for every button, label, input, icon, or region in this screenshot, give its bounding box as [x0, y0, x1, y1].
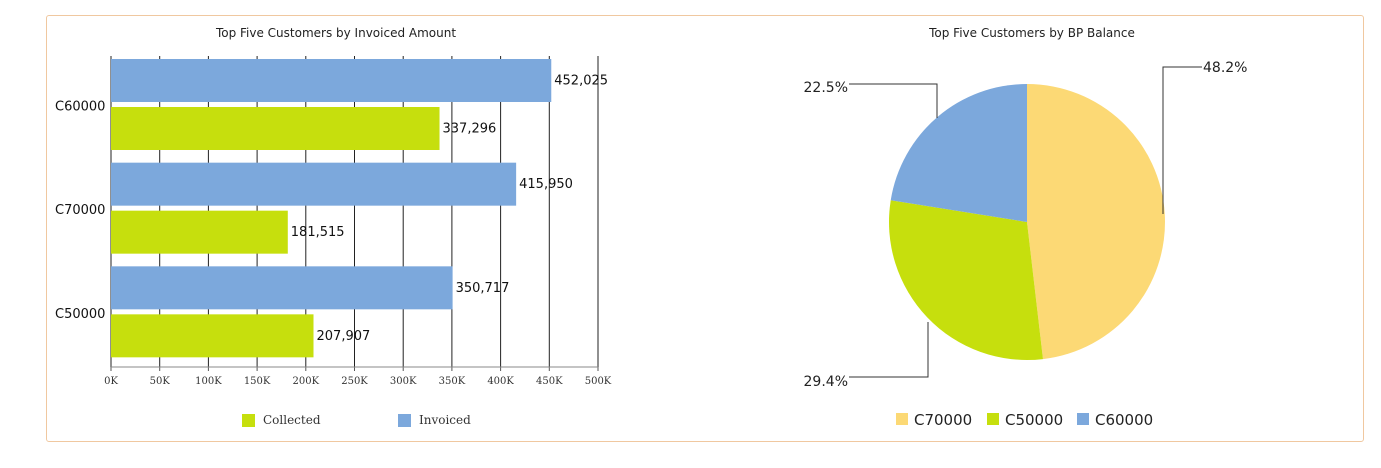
bar-x-tick-label: 250K	[341, 376, 368, 387]
pie-percent-label: 29.4%	[804, 374, 848, 390]
bar-data-label: 337,296	[443, 122, 497, 137]
pie-percent-label: 48.2%	[1203, 60, 1247, 76]
pie-legend-label: C70000	[914, 411, 972, 429]
pie-legend-swatch	[1077, 413, 1089, 425]
pie-legend-swatch	[987, 413, 999, 425]
bar-x-tick-label: 450K	[536, 376, 563, 387]
bar-invoiced-c70000	[111, 162, 517, 206]
bar-collected-c60000	[111, 107, 440, 150]
pie-legend-swatch	[896, 413, 908, 425]
bar-category-label: C70000	[55, 203, 105, 218]
pie-slice-c50000	[889, 200, 1043, 361]
pie-legend-label: C60000	[1095, 411, 1153, 429]
bar-data-label: 207,907	[317, 329, 371, 344]
bar-category-label: C50000	[55, 307, 105, 322]
bar-chart-title: Top Five Customers by Invoiced Amount	[215, 26, 456, 40]
bar-collected-c50000	[111, 314, 314, 358]
bar-data-label: 415,950	[519, 177, 573, 192]
dashboard-panel	[46, 15, 1364, 442]
pie-callout-labels: 48.2% 29.4% 22.5%	[804, 60, 1248, 390]
invoiced-amount-bar-chart: Top Five Customers by Invoiced Amount 45…	[55, 26, 612, 427]
bar-x-tick-label: 200K	[293, 376, 320, 387]
legend-label-invoiced: Invoiced	[419, 413, 471, 427]
legend-swatch-collected	[242, 414, 255, 427]
bar-x-tick-label: 100K	[195, 376, 222, 387]
bar-x-tick-label: 300K	[390, 376, 417, 387]
bar-data-label: 350,717	[456, 281, 510, 296]
bar-marks: 452,025 337,296 415,950 181,515 350,717 207,9…	[111, 59, 608, 358]
bar-x-tick-label: 500K	[585, 376, 612, 387]
pie-legend: C70000 C50000 C60000	[896, 411, 1153, 429]
bar-x-tick-label: 150K	[244, 376, 271, 387]
bar-data-label: 181,515	[291, 225, 345, 240]
bar-invoiced-c50000	[111, 266, 453, 310]
pie-slice-c60000	[890, 84, 1027, 222]
bar-x-tick-label: 0K	[104, 376, 118, 387]
pie-percent-label: 22.5%	[804, 80, 848, 96]
bar-x-tick-label: 400K	[487, 376, 514, 387]
pie-legend-label: C50000	[1005, 411, 1063, 429]
bar-category-labels: C60000 C70000 C50000	[55, 100, 105, 322]
legend-label-collected: Collected	[263, 413, 321, 427]
bar-collected-c70000	[111, 210, 288, 254]
bar-x-tick-labels: 0K 50K 100K 150K 200K 250K 300K 350K 400K 450K 500…	[104, 376, 612, 387]
pie-callout-line	[849, 322, 929, 378]
pie-slices	[889, 84, 1166, 361]
bar-category-label: C60000	[55, 100, 105, 115]
pie-callout-line	[1162, 66, 1202, 214]
pie-callout-line	[849, 83, 938, 118]
bar-x-tick-label: 350K	[439, 376, 466, 387]
bar-legend: Collected Invoiced	[242, 413, 471, 427]
legend-swatch-invoiced	[398, 414, 411, 427]
bar-invoiced-c60000	[111, 59, 552, 102]
bar-data-label: 452,025	[554, 74, 608, 89]
pie-slice-c70000	[1027, 84, 1166, 360]
bar-x-tick-label: 50K	[150, 376, 171, 387]
pie-chart-title: Top Five Customers by BP Balance	[928, 26, 1135, 40]
